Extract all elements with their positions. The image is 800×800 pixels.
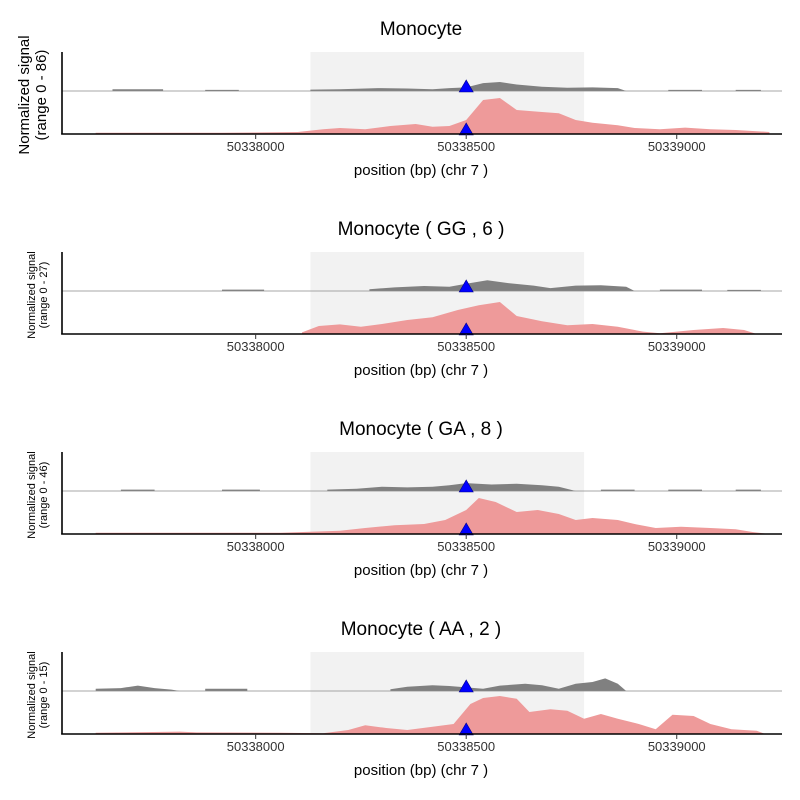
- panel-title: Monocyte ( AA , 2 ): [341, 619, 502, 640]
- lower-coverage-track: [302, 302, 757, 334]
- y-axis-title-line2: (range 0 - 86): [33, 50, 50, 141]
- upper-coverage-track: [95, 678, 627, 691]
- panel-1: Monocyte 50338000 50338500 50339000 position…: [16, 19, 782, 179]
- panel-title: Monocyte: [380, 19, 462, 40]
- variant-marker-upper: [458, 679, 474, 693]
- lower-coverage-track: [95, 98, 770, 134]
- x-tick-label: 50339000: [648, 539, 706, 554]
- x-tick-label: 50338000: [227, 739, 285, 754]
- y-axis-title-line2: (range 0 - 46): [38, 462, 50, 529]
- x-tick-label: 50338500: [437, 739, 495, 754]
- panel-2: Monocyte ( GG , 6 ) 50338000 50338500 50339…: [26, 219, 782, 379]
- x-tick-label: 50338000: [227, 339, 285, 354]
- x-tick-label: 50339000: [648, 339, 706, 354]
- variant-marker-upper: [458, 279, 474, 293]
- x-axis-title: position (bp) (chr 7 ): [354, 562, 488, 579]
- panel-3: Monocyte ( GA , 8 ) 50338000 50338500 50339…: [26, 419, 782, 579]
- upper-coverage-track: [112, 82, 761, 91]
- x-tick-label: 50338500: [437, 539, 495, 554]
- x-tick-label: 50338500: [437, 139, 495, 154]
- x-tick-label: 50339000: [648, 139, 706, 154]
- x-tick-label: 50338000: [227, 539, 285, 554]
- lower-coverage-track: [95, 498, 770, 534]
- y-axis-title-line1: Normalized signal: [26, 251, 38, 338]
- x-tick-label: 50338500: [437, 339, 495, 354]
- x-tick-label: 50338000: [227, 139, 285, 154]
- y-axis-title-line1: Normalized signal: [16, 35, 33, 154]
- x-tick-label: 50339000: [648, 739, 706, 754]
- y-axis-title-line2: (range 0 - 27): [38, 262, 50, 329]
- x-axis-title: position (bp) (chr 7 ): [354, 162, 488, 179]
- lower-coverage-track: [95, 696, 766, 734]
- upper-coverage-track: [222, 280, 761, 291]
- y-axis-title-line2: (range 0 - 15): [38, 662, 50, 729]
- y-axis-title-line1: Normalized signal: [26, 451, 38, 538]
- panel-4: Monocyte ( AA , 2 ) 50338000 50338500 50339…: [26, 619, 782, 779]
- variant-marker-upper: [458, 479, 474, 493]
- variant-marker-upper: [458, 79, 474, 93]
- panel-title: Monocyte ( GA , 8 ): [339, 419, 503, 440]
- y-axis-title-line1: Normalized signal: [26, 651, 38, 738]
- x-axis-title: position (bp) (chr 7 ): [354, 362, 488, 379]
- panel-title: Monocyte ( GG , 6 ): [338, 219, 505, 240]
- x-axis-title: position (bp) (chr 7 ): [354, 762, 488, 779]
- upper-coverage-track: [120, 483, 761, 491]
